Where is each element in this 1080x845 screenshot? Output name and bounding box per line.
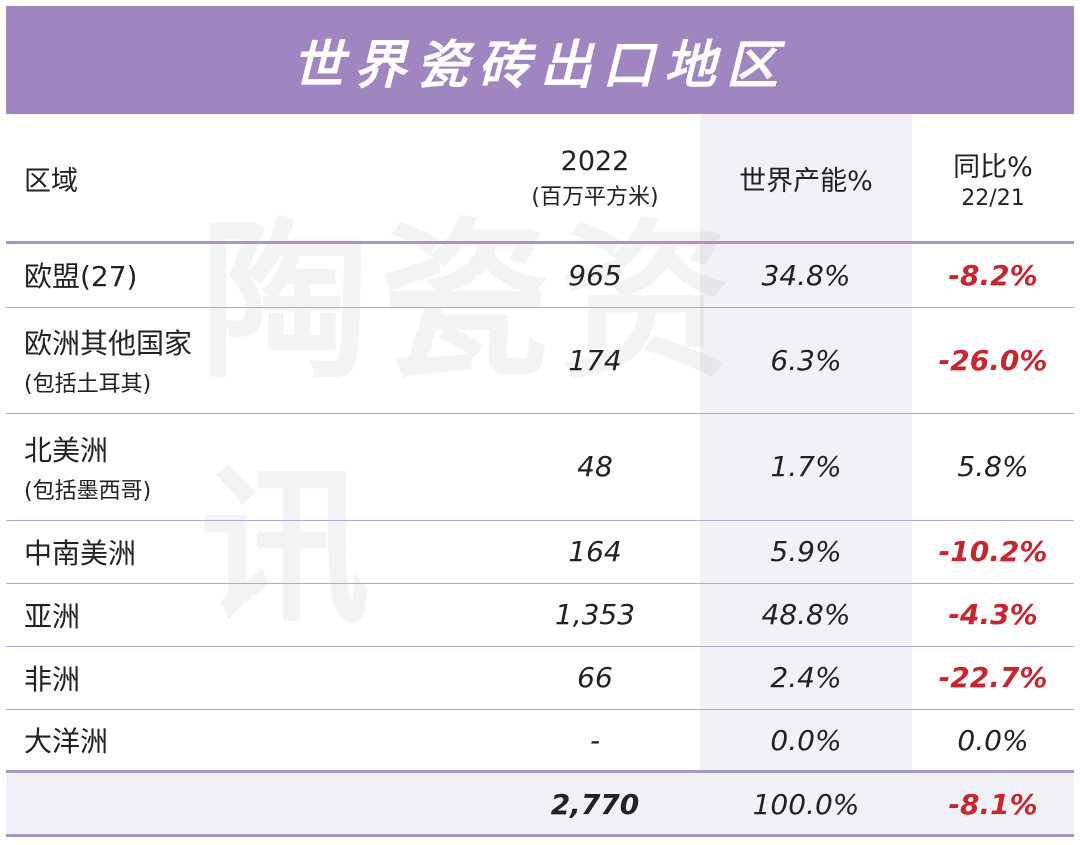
volume-cell: 66 [490, 647, 700, 708]
volume-value: 164 [568, 535, 622, 568]
yoy-cell: -8.2% [912, 244, 1074, 306]
total-volume-cell: 2,770 [490, 773, 700, 835]
region-name: 北美洲 [24, 433, 109, 467]
region-cell: 中南美洲 [24, 521, 494, 582]
region-cell: 欧盟(27) [24, 244, 494, 306]
total-volume-value: 2,770 [550, 787, 640, 821]
header-year-label: 2022 [560, 145, 630, 177]
yoy-value: -26.0% [938, 343, 1048, 377]
total-yoy-cell: -8.1% [912, 773, 1074, 835]
header-unit-label: (百万平方米) [531, 184, 659, 210]
row-divider [6, 583, 1074, 584]
header-region: 区域 [24, 114, 494, 242]
page-title: 世界瓷砖出口地区 [291, 35, 788, 96]
yoy-value: 0.0% [957, 723, 1029, 757]
header-rule [6, 241, 1074, 244]
header-yoy-sub-label: 22/21 [961, 186, 1025, 211]
share-cell: 0.0% [700, 710, 912, 770]
total-rule [6, 770, 1074, 773]
region-cell: 非洲 [24, 647, 494, 708]
title-bar: 世界瓷砖出口地区 [6, 6, 1074, 114]
header-region-label: 区域 [24, 165, 78, 197]
yoy-value: 5.8% [957, 450, 1029, 483]
yoy-value: -22.7% [938, 661, 1048, 694]
region-cell: 北美洲 (包括墨西哥) [24, 414, 494, 519]
header-capacity-label: 世界产能% [739, 165, 873, 197]
region-cell: 大洋洲 [24, 710, 494, 770]
share-value: 1.7% [770, 450, 842, 483]
share-value: 5.9% [770, 535, 842, 568]
region-cell: 亚洲 [24, 584, 494, 645]
volume-value: 965 [568, 258, 622, 292]
share-value: 34.8% [761, 258, 851, 292]
row-divider [6, 709, 1074, 710]
share-cell: 2.4% [700, 647, 912, 708]
volume-cell: 174 [490, 308, 700, 412]
header-year: 2022 (百万平方米) [490, 114, 700, 242]
volume-cell: 48 [490, 414, 700, 519]
region-name: 大洋洲 [24, 725, 109, 758]
header-capacity: 世界产能% [700, 114, 912, 242]
region-name: 欧盟(27) [24, 260, 138, 293]
share-cell: 6.3% [700, 308, 912, 412]
total-yoy-value: -8.1% [948, 787, 1038, 821]
yoy-cell: 0.0% [912, 710, 1074, 770]
share-cell: 1.7% [700, 414, 912, 519]
volume-cell: 164 [490, 521, 700, 582]
volume-value: 1,353 [554, 598, 636, 631]
yoy-cell: -10.2% [912, 521, 1074, 582]
volume-cell: 1,353 [490, 584, 700, 645]
region-name: 亚洲 [24, 599, 81, 633]
region-name: 中南美洲 [24, 536, 137, 570]
share-cell: 5.9% [700, 521, 912, 582]
region-note: (包括墨西哥) [24, 478, 152, 504]
row-divider [6, 413, 1074, 414]
share-value: 6.3% [770, 343, 842, 377]
yoy-value: -4.3% [948, 598, 1038, 631]
region-note: (包括土耳其) [24, 372, 152, 397]
row-divider [6, 307, 1074, 308]
yoy-cell: -22.7% [912, 647, 1074, 708]
volume-value: 48 [577, 450, 613, 483]
yoy-cell: -4.3% [912, 584, 1074, 645]
share-value: 2.4% [770, 661, 842, 694]
share-cell: 34.8% [700, 244, 912, 306]
share-column-shade [700, 114, 912, 771]
bottom-rule [6, 834, 1074, 837]
region-name: 欧洲其他国家 [24, 327, 193, 360]
row-divider [6, 646, 1074, 647]
header-yoy: 同比% 22/21 [912, 114, 1074, 242]
share-value: 0.0% [770, 723, 842, 757]
share-value: 48.8% [761, 598, 851, 631]
volume-value: 174 [568, 343, 622, 377]
region-cell: 欧洲其他国家 (包括土耳其) [24, 308, 494, 412]
row-divider [6, 520, 1074, 521]
header-yoy-label: 同比% [953, 152, 1033, 183]
share-cell: 48.8% [700, 584, 912, 645]
total-share-cell: 100.0% [700, 773, 912, 835]
yoy-value: -10.2% [938, 535, 1048, 568]
yoy-cell: -26.0% [912, 308, 1074, 412]
volume-value: - [589, 723, 601, 757]
volume-cell: - [490, 710, 700, 770]
total-share-value: 100.0% [752, 787, 860, 821]
total-row-shade [6, 771, 1074, 835]
region-name: 非洲 [24, 662, 81, 696]
yoy-cell: 5.8% [912, 414, 1074, 519]
yoy-value: -8.2% [948, 258, 1038, 292]
volume-value: 66 [577, 661, 613, 694]
volume-cell: 965 [490, 244, 700, 306]
